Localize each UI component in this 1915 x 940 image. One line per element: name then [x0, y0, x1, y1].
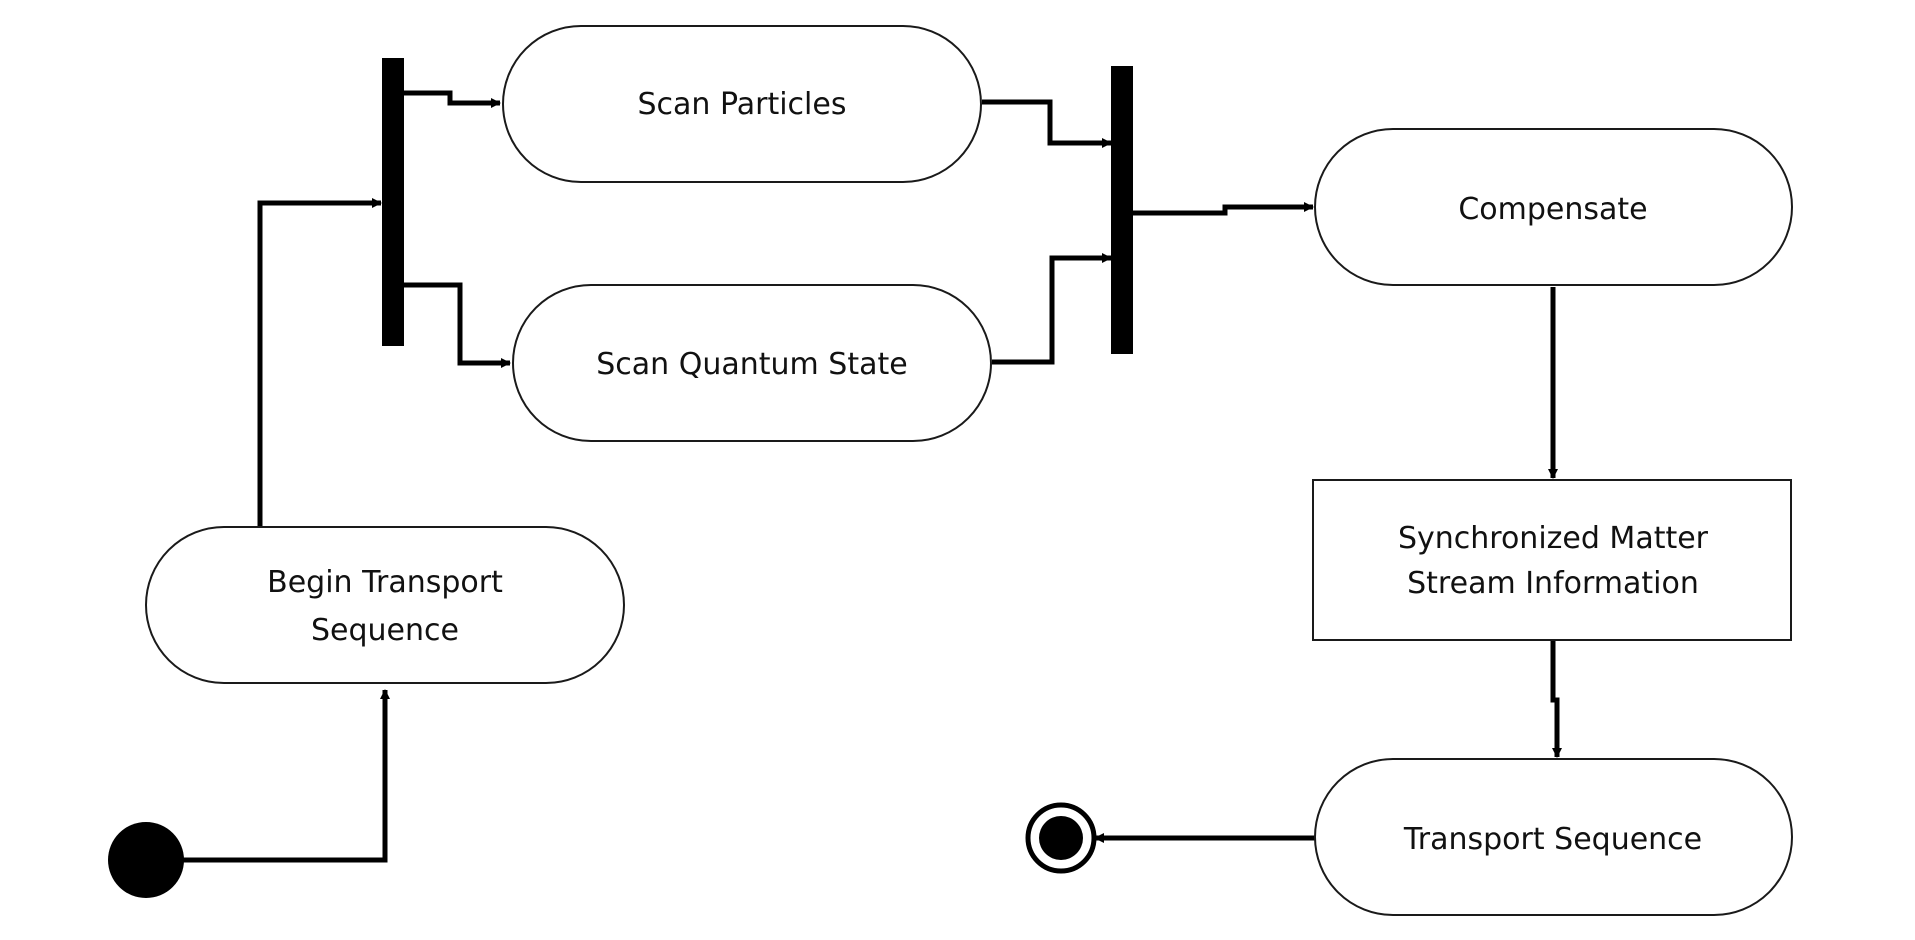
edge-join-to-compensate [1132, 202, 1314, 216]
node-scan-quantum-label: Scan Quantum State [596, 347, 907, 382]
node-synchronized-matter-stream-information: Synchronized Matter Stream Information [1312, 479, 1792, 641]
node-transport-label: Transport Sequence [1403, 822, 1702, 857]
node-sync-label-line1: Synchronized Matter [1398, 521, 1709, 556]
node-compensate: Compensate [1314, 128, 1793, 286]
fork-bar [382, 58, 404, 346]
edge-scan-quantum-to-join [992, 253, 1112, 365]
node-scan-particles: Scan Particles [502, 25, 982, 183]
join-bar [1111, 66, 1133, 354]
node-begin-label-line2: Sequence [311, 613, 459, 648]
node-begin-transport-sequence: Begin Transport Sequence [145, 526, 625, 684]
edge-fork-to-scan-particles [403, 90, 501, 108]
node-compensate-label: Compensate [1458, 192, 1647, 227]
node-sync-label-line2: Stream Information [1407, 566, 1699, 601]
edge-sync-to-transport [1550, 640, 1562, 758]
initial-node [108, 822, 184, 898]
node-transport-sequence: Transport Sequence [1314, 758, 1793, 916]
node-scan-quantum-state: Scan Quantum State [512, 284, 992, 442]
node-scan-particles-label: Scan Particles [638, 87, 847, 122]
final-node [1025, 802, 1097, 874]
node-begin-label-line1: Begin Transport [267, 565, 503, 600]
edge-begin-to-fork [257, 198, 382, 527]
edge-scan-particles-to-join [982, 99, 1112, 148]
edge-initial-to-begin [175, 689, 390, 863]
edge-fork-to-scan-quantum [403, 282, 511, 368]
